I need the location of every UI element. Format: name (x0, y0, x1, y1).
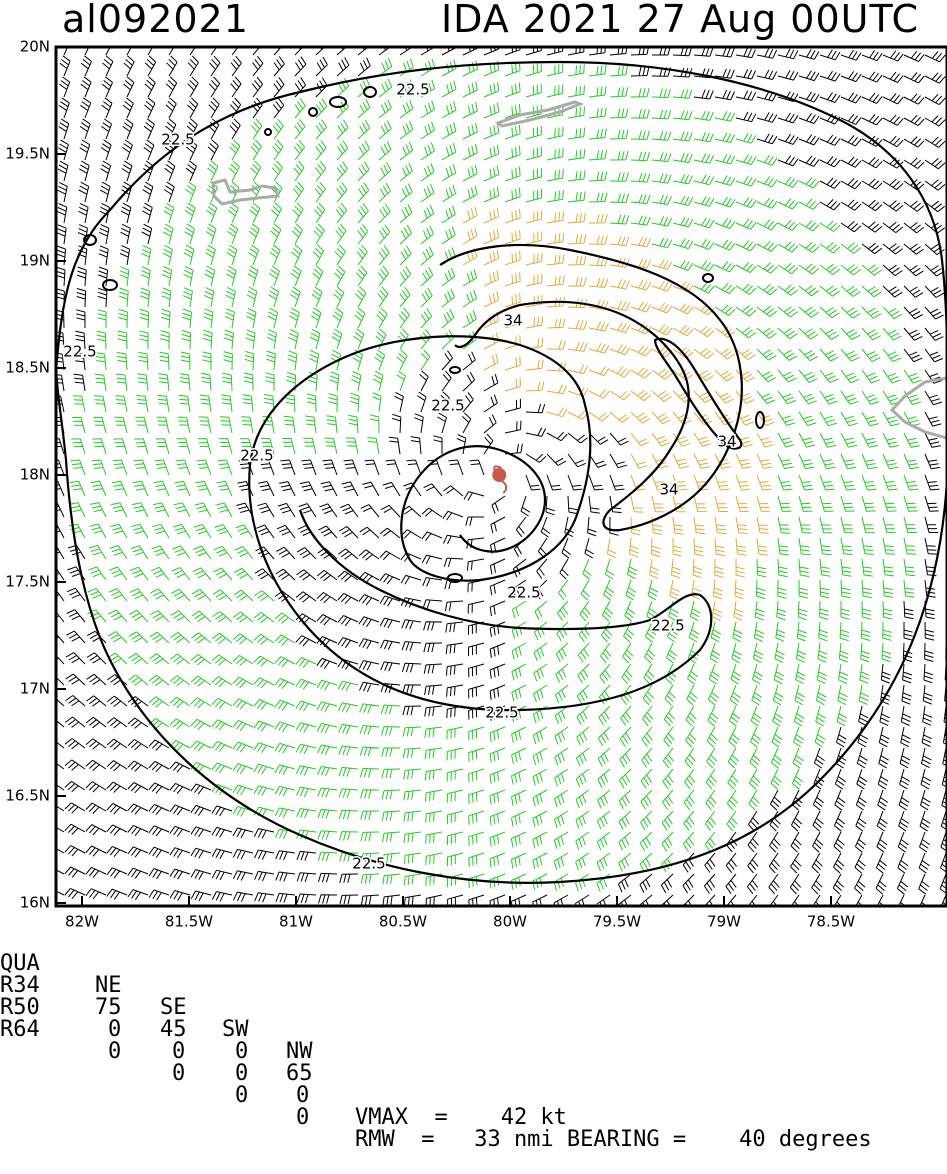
contour-labels: 22.5 22.5 22.5 22.5 22.5 22.5 22.5 22.5 22.5 34 34… (62, 79, 738, 874)
cell: 0 (172, 1039, 186, 1064)
small-contour (363, 86, 377, 98)
col-qua: QUA (0, 951, 40, 976)
cell: 0 (296, 1105, 310, 1130)
lat-tick-label: 17.5N (5, 573, 50, 591)
lon-tick-label: 82W (65, 913, 99, 931)
map-axes: 20N 19.5N 19N 18.5N 18N 17.5N 17N 16.5N 16N 82W 81… (5, 38, 855, 931)
contour-label: 22.5 (485, 704, 518, 722)
cell: 0 (108, 1039, 122, 1064)
contour-label: 22.5 (651, 617, 684, 635)
barbs-34kt (68, 57, 922, 892)
small-contour (264, 128, 272, 136)
contour-label: 22.5 (352, 855, 385, 873)
land-outline (494, 100, 585, 128)
contour-label: 34 (717, 433, 736, 451)
contour-34 (439, 243, 743, 532)
row-r50: R50 0 0 0 0 VMAX = 42 kt (0, 975, 947, 1129)
row-r34: R34 75 45 0 65 (0, 953, 947, 1085)
rmw-readout: RMW = 33 nmi BEARING = 40 degrees (355, 1127, 872, 1152)
contour-label: 22.5 (240, 447, 273, 465)
contour-label: 22.5 (161, 131, 194, 149)
lon-tick-label: 79.5W (593, 913, 641, 931)
small-contour (702, 273, 714, 283)
lat-tick-label: 19N (20, 252, 50, 270)
small-contour (102, 279, 118, 291)
lon-tick-label: 80W (493, 913, 527, 931)
col-se: SE (160, 995, 187, 1020)
lat-tick-label: 19.5N (5, 145, 50, 163)
lat-tick-label: 20N (20, 38, 50, 56)
land-outline (889, 376, 947, 440)
col-nw: NW (286, 1039, 313, 1064)
contour-label: 22.5 (507, 584, 540, 602)
row-label: R50 (0, 995, 40, 1020)
cell: 0 (235, 1039, 249, 1064)
storm-id: al092021 (62, 0, 249, 41)
vmax-readout: VMAX = 42 kt (355, 1105, 567, 1130)
small-contour (447, 573, 463, 583)
lat-tick-label: 17N (20, 680, 50, 698)
land-outlines (211, 100, 947, 440)
lat-tick-label: 16N (20, 894, 50, 912)
col-ne: NE (95, 973, 122, 998)
cell: 0 (235, 1061, 249, 1086)
small-contour (449, 366, 461, 374)
contour-22-5-spiral (248, 464, 713, 712)
contour-label: 34 (503, 312, 522, 330)
plot-frame (54, 45, 947, 908)
small-contour (308, 107, 318, 117)
lat-tick-label: 18.5N (5, 359, 50, 377)
small-contour (329, 96, 347, 108)
land-outline (211, 178, 281, 206)
contour-label: 22.5 (431, 397, 464, 415)
lat-tick-label: 16.5N (5, 787, 50, 805)
lon-tick-label: 80.5W (379, 913, 427, 931)
cell: 65 (286, 1061, 313, 1086)
wind-radii-table: QUA NE SE SW NW R34 75 45 0 65 R50 0 0 0… (0, 931, 947, 1151)
map-title: IDA 2021 27 Aug 00UTC (440, 0, 919, 41)
cell: 0 (172, 1061, 186, 1086)
cell: 75 (95, 995, 122, 1020)
cell: 0 (296, 1083, 310, 1108)
lat-tick-label: 18N (20, 466, 50, 484)
lon-tick-label: 78.5W (807, 913, 855, 931)
cell: 45 (160, 1017, 187, 1042)
lon-tick-label: 81W (279, 913, 313, 931)
col-sw: SW (222, 1017, 249, 1042)
row-r64: R64 0 0 0 0 RMW = 33 nmi BEARING = 40 de… (0, 997, 947, 1151)
cell: 0 (235, 1083, 249, 1108)
small-contour (83, 234, 97, 246)
wind-field-map: 22.5 22.5 22.5 22.5 22.5 22.5 22.5 22.5 22.5 34 34… (5, 38, 947, 931)
contour-label: 34 (659, 481, 678, 499)
storm-symbol-icon (492, 465, 508, 494)
barbs-50kt (462, 206, 775, 621)
lon-tick-label: 81.5W (165, 913, 213, 931)
contour-34-band (653, 337, 743, 450)
table-header-row: QUA NE SE SW NW (0, 931, 947, 1063)
row-label: R34 (0, 973, 40, 998)
lon-tick-label: 79W (707, 913, 741, 931)
contour-label: 22.5 (63, 343, 96, 361)
row-label: R64 (0, 1017, 40, 1042)
cell: 0 (108, 1017, 122, 1042)
contour-22-5-inner (248, 335, 592, 582)
contour-label: 22.5 (396, 81, 429, 99)
small-contour (755, 411, 765, 429)
